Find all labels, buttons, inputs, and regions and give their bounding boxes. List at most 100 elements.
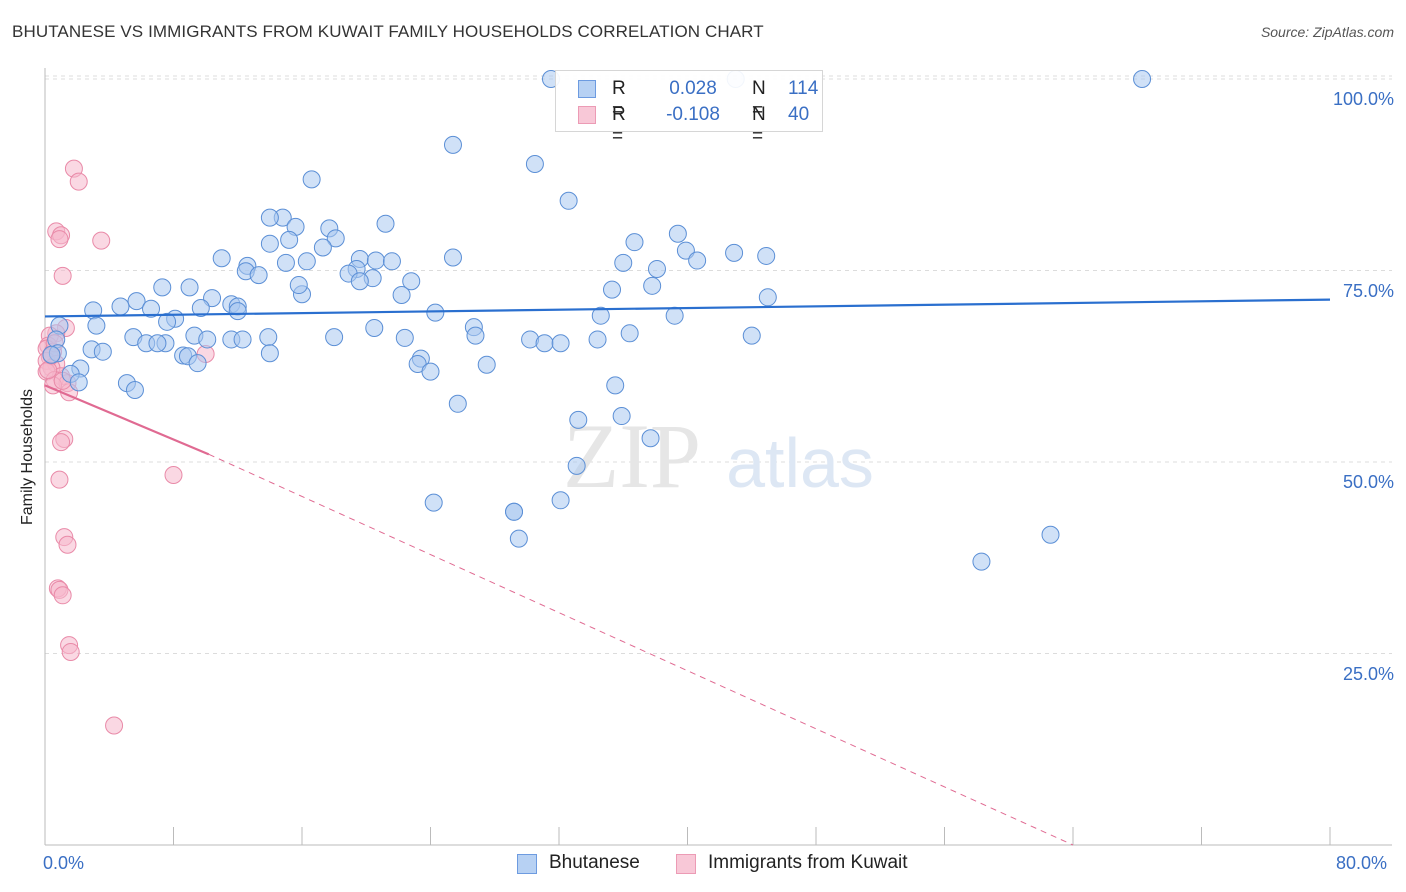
point-bhutanese [643,276,662,295]
point-kuwait [50,470,69,489]
legend-n-value-pink: 40 [788,104,810,125]
point-bhutanese [326,229,345,248]
point-bhutanese [203,289,222,308]
point-kuwait [58,535,77,554]
point-bhutanese [325,328,344,347]
axes [44,68,1392,846]
legend-r-label: R = [612,104,626,147]
point-bhutanese [569,410,588,429]
point-kuwait [164,466,183,485]
legend-r-label: R = [612,78,626,121]
point-bhutanese [228,302,247,321]
point-bhutanese [603,280,622,299]
point-kuwait [52,433,71,452]
point-kuwait [61,642,80,661]
point-kuwait [105,716,124,735]
x-tick-label-left: 0.0% [43,853,85,873]
point-bhutanese [376,214,395,233]
point-bhutanese [612,407,631,426]
point-bhutanese [758,288,777,307]
point-bhutanese [42,345,61,364]
point-bhutanese [588,330,607,349]
point-bhutanese [424,493,443,512]
x-tick-label-right: 80.0% [1336,853,1388,873]
point-bhutanese [180,278,199,297]
point-bhutanese [382,252,401,271]
point-kuwait [53,586,72,605]
point-kuwait [53,266,72,285]
point-bhutanese [366,251,385,270]
point-bhutanese [567,456,586,475]
point-bhutanese [127,292,146,311]
legend-swatch-blue [578,80,596,98]
point-kuwait [50,230,69,249]
trend-line-bhutanese [44,298,1331,318]
point-bhutanese [668,224,687,243]
trend-line-kuwait [44,384,210,456]
point-bhutanese [620,324,639,343]
source-credit: Source: ZipAtlas.com [1260,24,1394,40]
point-bhutanese [535,334,554,353]
point-bhutanese [395,328,414,347]
point-bhutanese [69,373,88,392]
point-bhutanese [212,249,231,268]
point-bhutanese [280,230,299,249]
point-bhutanese [477,355,496,374]
point-kuwait [39,361,58,380]
point-bhutanese [448,394,467,413]
series-bhutanese [42,70,1152,571]
point-bhutanese [260,208,279,227]
legend-swatch-blue [517,854,537,874]
point-bhutanese [198,330,217,349]
point-bhutanese [551,491,570,510]
series-immigrants-from-kuwait [37,159,215,735]
point-bhutanese [302,170,321,189]
point-bhutanese [559,191,578,210]
point-bhutanese [191,299,210,318]
point-bhutanese [647,259,666,278]
legend-label-bhutanese: Bhutanese [549,852,640,873]
point-bhutanese [153,278,172,297]
point-bhutanese [188,354,207,373]
point-bhutanese [233,330,252,349]
point-bhutanese [87,316,106,335]
y-tick-label: 50.0% [1342,472,1394,492]
point-bhutanese [443,248,462,267]
point-kuwait [92,231,111,250]
point-bhutanese [365,318,384,337]
legend-swatch-pink [578,106,596,124]
point-bhutanese [757,246,776,265]
point-bhutanese [259,328,278,347]
point-bhutanese [725,243,744,262]
point-bhutanese [551,334,570,353]
point-bhutanese [297,252,316,271]
point-bhutanese [509,529,528,548]
point-bhutanese [443,135,462,154]
point-bhutanese [742,326,761,345]
y-tick-label: 100.0% [1332,89,1394,109]
point-bhutanese [313,238,332,257]
y-tick-label: 25.0% [1342,663,1394,684]
watermark: ZIP atlas [563,405,874,507]
grid-lines [45,75,1392,654]
point-bhutanese [392,286,411,305]
point-bhutanese [93,342,112,361]
chart-title: BHUTANESE VS IMMIGRANTS FROM KUWAIT FAMI… [12,22,764,41]
point-bhutanese [1041,525,1060,544]
point-bhutanese [142,299,161,318]
y-tick-label: 75.0% [1342,280,1394,301]
point-bhutanese [350,272,369,291]
correlation-legend: R = 0.028 N = 114 R = -0.108 N = 40 [555,70,823,147]
legend-n-value-blue: 114 [788,78,819,99]
point-bhutanese [525,155,544,174]
point-bhutanese [260,234,279,253]
trend-line-kuwait-extrapolated [208,453,1074,846]
point-bhutanese [625,233,644,252]
point-bhutanese [591,306,610,325]
legend-r-value-pink: -0.108 [666,104,720,125]
point-bhutanese [1133,70,1152,88]
point-bhutanese [606,376,625,395]
point-bhutanese [402,272,421,291]
point-bhutanese [158,312,177,331]
